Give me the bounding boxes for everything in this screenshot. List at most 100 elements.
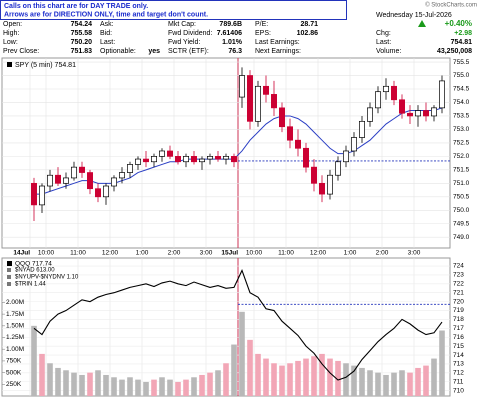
copyright: © StockCharts.com <box>425 2 477 9</box>
candle-body <box>423 110 429 117</box>
y-tick-label: 724 <box>453 263 464 270</box>
volume-bar <box>407 372 413 396</box>
volume-bar <box>239 311 245 396</box>
candle-body <box>391 85 397 101</box>
quote-value: 755.58 <box>71 30 93 37</box>
y-tick-label: 713 <box>453 361 464 368</box>
note-line: Calls on this chart are for DAY TRADE on… <box>4 3 148 10</box>
volume-bar <box>135 379 141 396</box>
candle-body <box>47 174 53 187</box>
volume-bar <box>343 363 349 396</box>
quote-label: Prev Close: <box>3 48 39 55</box>
volume-bar <box>367 370 373 396</box>
candle-body <box>31 182 37 206</box>
candle-body <box>231 156 237 163</box>
volume-bar <box>71 372 77 396</box>
quote-value: 750.20 <box>71 39 93 46</box>
volume-tick-label: 2.00M <box>6 299 24 306</box>
volume-tick-label: 1.50M <box>6 323 24 330</box>
y-tick-label: 751.5 <box>453 167 470 174</box>
quote-value: +2.98 <box>454 30 472 37</box>
y-tick-label: 755.0 <box>453 72 470 79</box>
candle-body <box>343 150 349 163</box>
x-tick-label: 10:00 <box>246 250 263 257</box>
quote-label: P/E: <box>255 21 268 28</box>
quote-label: Fwd Dividend: <box>168 30 212 37</box>
y-tick-label: 749.0 <box>453 234 470 241</box>
quote-label: Fwd Yield: <box>168 39 200 46</box>
candle-body <box>79 166 85 173</box>
volume-bar <box>215 370 221 396</box>
volume-bar <box>159 377 165 396</box>
volume-bar <box>167 379 173 396</box>
volume-bar <box>375 372 381 396</box>
legend-swatch <box>7 62 12 67</box>
quote-value: 76.3 <box>228 48 242 55</box>
legend-swatch <box>7 261 12 266</box>
x-tick-label: 11:00 <box>70 250 86 257</box>
candle-body <box>399 99 405 114</box>
volume-bar <box>311 356 317 396</box>
quote-value: yes <box>148 48 160 55</box>
legend-swatch <box>7 268 11 272</box>
candle-body <box>191 156 197 163</box>
quote-label: Low: <box>3 39 18 46</box>
volume-bar <box>255 353 261 396</box>
candle-body <box>383 85 389 93</box>
note-line: Arrows are for DIRECTION ONLY, time and … <box>4 11 208 18</box>
quote-value: 7.61406 <box>217 30 242 37</box>
volume-bar <box>111 377 117 396</box>
quote-value: 754.24 <box>71 21 93 28</box>
quote-value: 1.01% <box>222 39 243 46</box>
volume-bar <box>207 372 213 396</box>
candle-body <box>263 85 269 95</box>
y-tick-label: 717 <box>453 325 464 332</box>
volume-bar <box>271 363 277 396</box>
volume-bar <box>399 370 405 396</box>
y-tick-label: 722 <box>453 281 464 288</box>
candle-body <box>183 156 189 163</box>
quote-value: 43,250,008 <box>437 48 472 55</box>
candle-body <box>143 158 149 163</box>
volume-bar <box>359 367 365 396</box>
quote-label: Bid: <box>100 30 112 37</box>
quote-label: Last: <box>100 39 115 46</box>
volume-bar <box>415 367 421 396</box>
volume-bar <box>199 374 205 396</box>
volume-bar <box>231 344 237 396</box>
quote-label: EPS: <box>255 30 271 37</box>
candle-body <box>407 112 413 117</box>
volume-bar <box>335 360 341 396</box>
y-tick-label: 750.5 <box>453 194 470 201</box>
volume-bar <box>79 374 85 396</box>
volume-bar <box>103 374 109 396</box>
volume-bar <box>287 363 293 396</box>
quote-label: SCTR (ETF): <box>168 48 209 55</box>
y-tick-label: 715 <box>453 343 464 350</box>
x-tick-label: 2:00 <box>168 250 181 257</box>
volume-bar <box>39 353 45 396</box>
note-box <box>0 0 347 20</box>
change-percent: +0.40% <box>445 19 472 28</box>
quote-label: Open: <box>3 21 22 28</box>
candle-body <box>63 177 69 184</box>
x-tick-label: 12:00 <box>310 250 327 257</box>
volume-bar <box>351 365 357 396</box>
volume-bar <box>143 381 149 396</box>
volume-bar <box>383 374 389 396</box>
candle-body <box>335 161 341 176</box>
y-tick-label: 714 <box>453 352 464 359</box>
candle-body <box>223 156 229 160</box>
quote-value: 754.81 <box>451 39 473 46</box>
y-tick-label: 720 <box>453 298 464 305</box>
candle-body <box>111 177 117 187</box>
volume-bar <box>439 330 445 396</box>
volume-tick-label: 1.75M <box>6 311 24 318</box>
candle-body <box>127 164 133 173</box>
volume-bar <box>127 377 133 396</box>
candle-body <box>295 139 301 149</box>
legend-label: QQQ 717.74 <box>15 261 52 268</box>
volume-bar <box>47 363 53 396</box>
quote-label: Ask: <box>100 21 114 28</box>
x-tick-label: 2:00 <box>376 250 389 257</box>
